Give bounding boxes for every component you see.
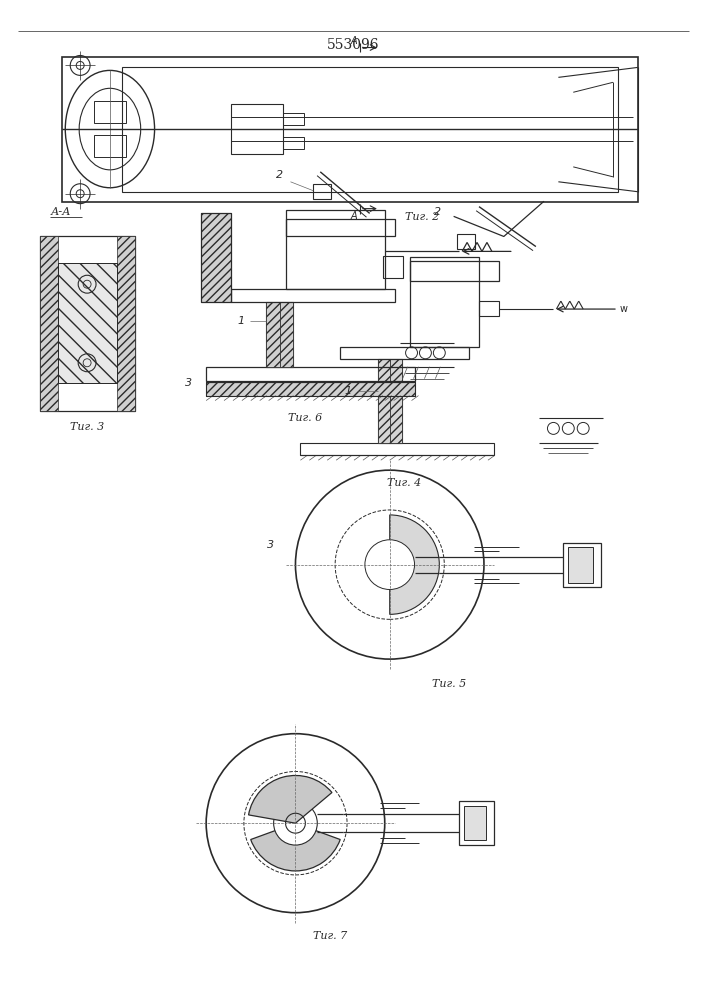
Bar [59,263,117,383]
Text: 2: 2 [434,207,441,217]
Bar [283,113,305,125]
Text: 3: 3 [267,540,274,550]
Bar [409,257,479,347]
Bar [409,261,499,281]
Bar [206,382,414,396]
Bar [279,302,293,367]
Text: 1: 1 [238,316,245,326]
Bar [382,256,402,278]
Bar [62,57,638,202]
Wedge shape [249,775,332,823]
Bar [94,101,126,123]
Bar [464,806,486,840]
Text: Τиг. 4: Τиг. 4 [387,478,421,488]
Text: Τиг. 7: Τиг. 7 [313,931,347,941]
Bar [568,547,593,583]
Bar [286,219,395,236]
Bar [459,801,494,845]
Text: Τиг. 5: Τиг. 5 [432,679,467,689]
Bar [206,382,414,396]
Bar [457,234,475,249]
Bar [266,302,279,367]
Text: A: A [351,36,357,46]
Bar [279,302,293,367]
Bar [313,184,331,199]
Circle shape [365,540,414,589]
Bar [40,236,135,410]
Text: 2: 2 [276,170,284,180]
Wedge shape [251,823,340,871]
Bar [390,359,402,443]
Text: А-А: А-А [50,207,71,217]
Text: A: A [351,211,357,221]
Bar [283,137,305,149]
Bar [206,367,414,381]
Bar [266,302,279,367]
Bar [479,301,499,316]
Text: w: w [620,304,628,314]
Bar [340,347,469,359]
Text: 553096: 553096 [327,38,379,52]
Bar [94,135,126,157]
Text: Τиг. 2: Τиг. 2 [404,212,439,222]
Bar [201,213,231,302]
Text: 3: 3 [185,378,192,388]
Text: 1: 1 [344,386,351,396]
Bar [201,213,231,302]
Bar [563,543,601,587]
Circle shape [274,801,317,845]
Bar [286,210,385,289]
Bar [390,359,402,443]
Text: Τиг. 3: Τиг. 3 [70,422,104,432]
Bar [300,443,494,455]
Bar [231,104,283,154]
Bar [231,289,395,302]
Bar [59,263,117,383]
Bar [122,67,618,192]
Bar [378,359,390,443]
Bar [40,236,59,410]
Wedge shape [390,515,439,614]
Text: Τиг. 6: Τиг. 6 [288,413,322,423]
Bar [378,359,390,443]
Bar [117,236,135,410]
